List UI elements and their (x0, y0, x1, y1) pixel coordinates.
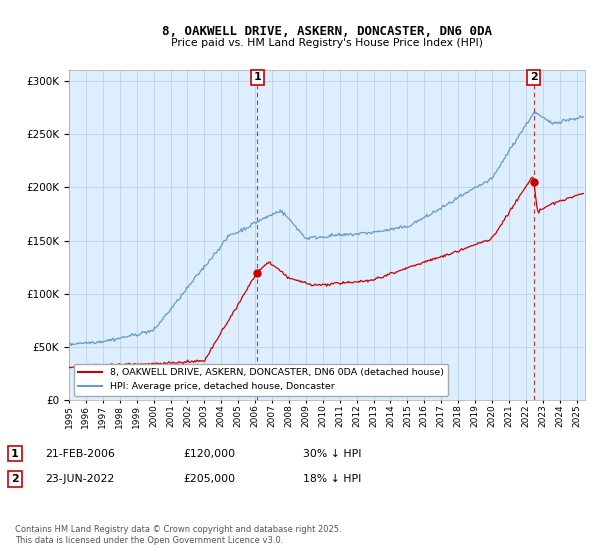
Text: Price paid vs. HM Land Registry's House Price Index (HPI): Price paid vs. HM Land Registry's House … (171, 38, 483, 48)
Text: 2: 2 (11, 474, 19, 484)
Text: 1: 1 (11, 449, 19, 459)
Text: 2: 2 (530, 72, 538, 82)
Text: 18% ↓ HPI: 18% ↓ HPI (303, 474, 361, 484)
Text: 30% ↓ HPI: 30% ↓ HPI (303, 449, 361, 459)
Legend: 8, OAKWELL DRIVE, ASKERN, DONCASTER, DN6 0DA (detached house), HPI: Average pric: 8, OAKWELL DRIVE, ASKERN, DONCASTER, DN6… (74, 363, 448, 396)
Text: Contains HM Land Registry data © Crown copyright and database right 2025.
This d: Contains HM Land Registry data © Crown c… (15, 525, 341, 545)
Text: £205,000: £205,000 (183, 474, 235, 484)
Text: 21-FEB-2006: 21-FEB-2006 (45, 449, 115, 459)
Text: 1: 1 (253, 72, 261, 82)
Text: 8, OAKWELL DRIVE, ASKERN, DONCASTER, DN6 0DA: 8, OAKWELL DRIVE, ASKERN, DONCASTER, DN6… (162, 25, 492, 38)
Text: £120,000: £120,000 (183, 449, 235, 459)
Text: 23-JUN-2022: 23-JUN-2022 (45, 474, 114, 484)
